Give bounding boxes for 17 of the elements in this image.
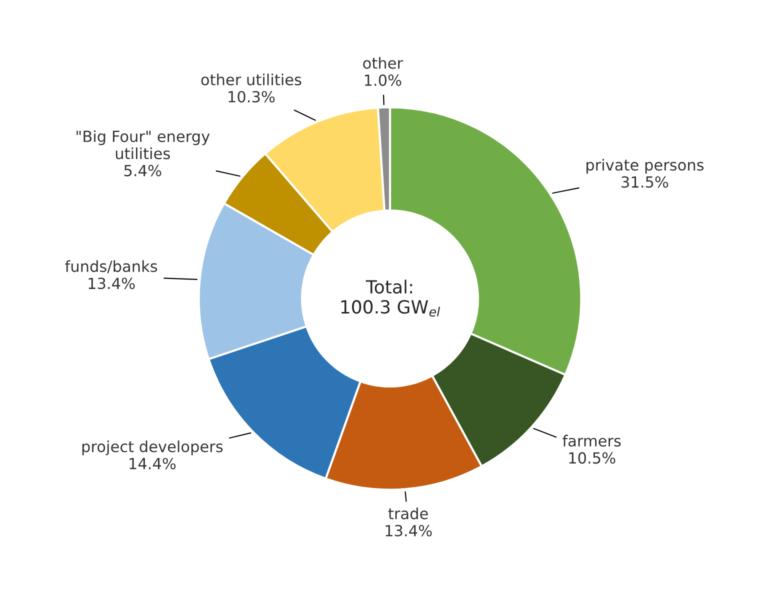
slice-label: other utilities <box>201 74 302 86</box>
slice-label: funds/banks <box>65 260 158 274</box>
data-label: 13.4% <box>386 524 432 536</box>
slice-label: other <box>363 57 404 69</box>
data-label: 10.3% <box>228 90 275 103</box>
slice-label: private persons <box>586 158 704 174</box>
data-label: 13.4% <box>88 278 135 290</box>
data-label: 1.0% <box>364 74 402 86</box>
data-label: 14.4% <box>130 458 176 470</box>
data-label: 5.4% <box>124 164 162 176</box>
data-label: 10.5% <box>569 452 616 464</box>
slice-label: trade <box>388 508 428 520</box>
slice-label: farmers <box>562 434 621 447</box>
data-label: 31.5% <box>622 176 668 188</box>
slice-label: project developers <box>82 440 223 456</box>
text: Total: 100.3 GW$_{el}$ <box>341 280 440 317</box>
slice-label: "Big Four" energy utilities <box>76 130 210 160</box>
